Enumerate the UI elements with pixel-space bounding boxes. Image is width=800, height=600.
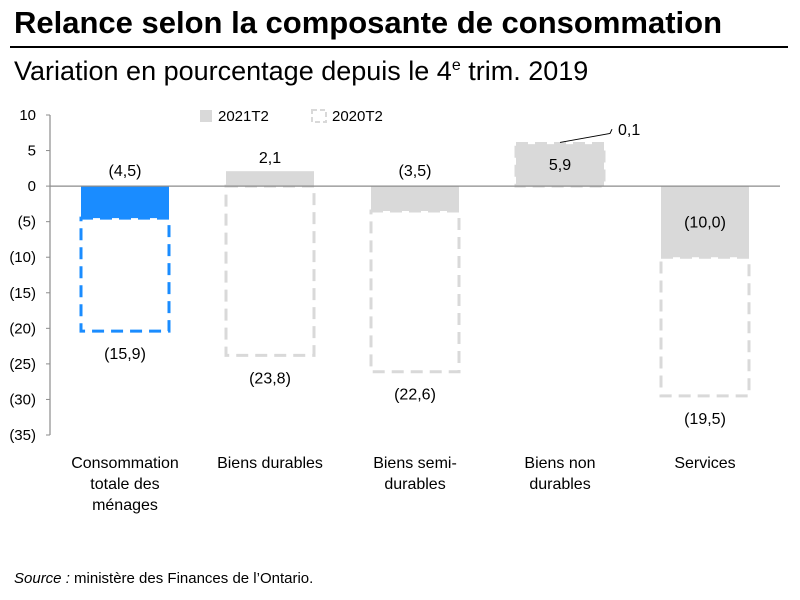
bar-2020t2 — [659, 255, 751, 398]
data-label-2021t2: (3,5) — [399, 163, 432, 180]
legend-label-2021t2: 2021T2 — [218, 108, 269, 125]
data-label-2020t2: (19,5) — [684, 411, 726, 428]
data-label-2021t2: (10,0) — [684, 215, 726, 232]
data-label-2021t2: 5,9 — [549, 157, 571, 174]
data-label-2020t2: 0,1 — [618, 122, 640, 139]
category-label: Biens non — [524, 455, 595, 472]
bar-2020t2 — [79, 216, 171, 333]
y-tick-label: (35) — [9, 427, 36, 444]
bar-2021t2 — [516, 144, 604, 187]
y-tick-label: 10 — [19, 107, 36, 124]
category-label: Biens durables — [217, 455, 323, 472]
source-label: Source : — [14, 570, 70, 587]
y-tick-label: (20) — [9, 320, 36, 337]
data-label-2020t2: (22,6) — [394, 387, 436, 404]
chart-subtitle: Variation en pourcentage depuis le 4e tr… — [14, 50, 588, 87]
bar-2021t2 — [371, 186, 459, 211]
category-label: Biens semi- — [373, 455, 457, 472]
source-text: ministère des Finances de l’Ontario. — [69, 570, 314, 587]
category-label: Services — [674, 455, 735, 472]
subtitle-tail: trim. 2019 — [460, 56, 589, 86]
y-tick-label: (30) — [9, 391, 36, 408]
y-tick-label: (10) — [9, 249, 36, 266]
source-note: Source : ministère des Finances de l’Ont… — [14, 570, 313, 587]
leader-line — [559, 129, 613, 143]
y-tick-label: (5) — [18, 214, 36, 231]
bar-2020t2 — [369, 209, 461, 374]
category-label: Consommation — [71, 455, 179, 472]
legend-label-2020t2: 2020T2 — [332, 108, 383, 125]
bar-2021t2 — [226, 171, 314, 187]
legend-swatch-2020t2 — [311, 109, 327, 123]
data-label-2021t2: (4,5) — [109, 163, 142, 180]
data-label-2020t2: (23,8) — [249, 370, 291, 387]
legend-swatch-2021t2 — [200, 110, 212, 122]
category-label: ménages — [92, 497, 158, 514]
subtitle-superscript: e — [451, 57, 461, 74]
category-label: durables — [384, 476, 445, 493]
category-label: durables — [529, 476, 590, 493]
data-label-2020t2: (15,9) — [104, 346, 146, 363]
bar-2020t2 — [224, 184, 316, 357]
y-tick-label: (15) — [9, 285, 36, 302]
bar-2021t2 — [661, 186, 749, 258]
chart-title: Relance selon la composante de consommat… — [14, 5, 723, 40]
y-tick-label: 5 — [28, 143, 36, 160]
y-tick-label: (25) — [9, 356, 36, 373]
y-tick-label: 0 — [28, 178, 36, 195]
category-label: totale des — [90, 476, 159, 493]
bar-2021t2 — [81, 186, 169, 219]
data-label-2021t2: 2,1 — [259, 150, 281, 167]
subtitle-main: Variation en pourcentage depuis le 4 — [14, 56, 452, 86]
title-divider — [10, 46, 788, 48]
